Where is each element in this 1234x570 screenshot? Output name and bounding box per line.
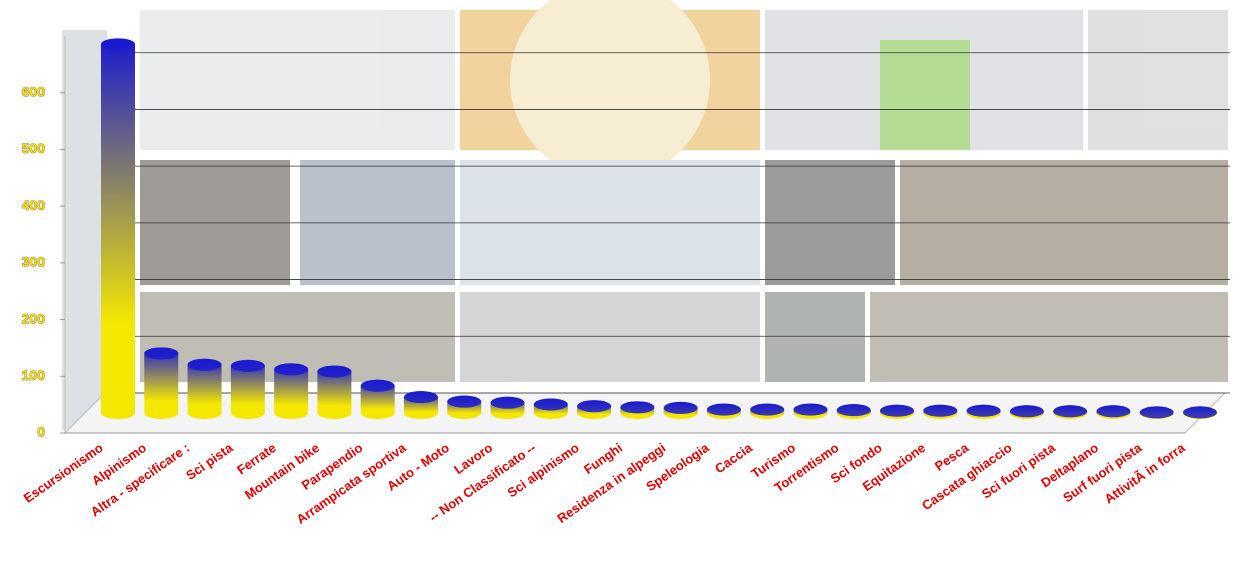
bar-top (360, 379, 395, 392)
bar-top (490, 396, 525, 409)
x-tick-label: Mountain bike (242, 440, 322, 502)
bar-top (274, 363, 309, 376)
bar-top (577, 400, 612, 413)
bar-top (317, 365, 352, 378)
bar-top (144, 347, 179, 360)
y-tick-label: 600 (22, 83, 46, 99)
y-tick-label: 0 (37, 424, 45, 440)
bar-top (1183, 406, 1217, 419)
x-tick-label: Sci fuori pista (979, 440, 1059, 502)
bar-top (1009, 405, 1044, 418)
bar-top (101, 38, 135, 51)
y-tick-label: 200 (22, 310, 46, 326)
bar-top (1139, 406, 1174, 419)
bar-top (750, 403, 785, 416)
bar (230, 359, 265, 419)
bar-top (447, 395, 482, 408)
bar (101, 38, 135, 419)
bar-top (706, 403, 741, 416)
bar-top (620, 401, 655, 414)
bar-top (403, 391, 438, 404)
bar-top (880, 404, 915, 417)
y-tick-label: 400 (22, 197, 46, 213)
y-tick-label: 300 (22, 254, 46, 270)
bar (144, 347, 179, 419)
bar-top (1053, 405, 1088, 418)
bar (274, 363, 309, 419)
bar-top (966, 404, 1001, 417)
bar-top (836, 404, 871, 417)
background-photos (62, 0, 1228, 430)
bar (187, 358, 222, 419)
bar-top (230, 359, 265, 372)
bar (317, 365, 352, 419)
y-tick-label: 100 (22, 367, 46, 383)
bar-top (923, 404, 958, 417)
bar-top (187, 358, 222, 371)
bar-top (793, 403, 828, 416)
bar-top (663, 401, 698, 414)
bar-top (1096, 405, 1131, 418)
y-tick-label: 500 (22, 140, 46, 156)
bar-top (533, 398, 568, 411)
x-tick-label: Sci pista (183, 440, 236, 483)
